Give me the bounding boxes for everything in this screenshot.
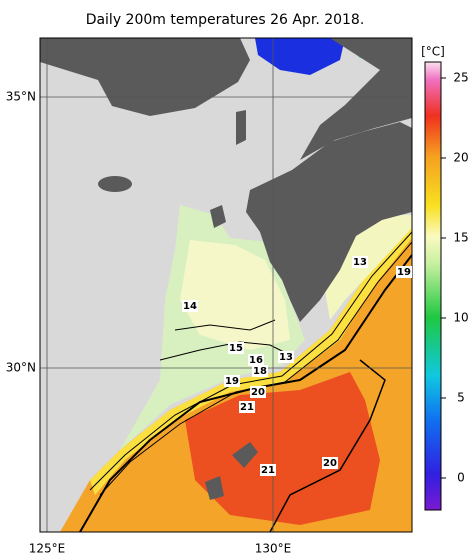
contour-label: 13 bbox=[279, 352, 293, 363]
map-area bbox=[40, 38, 412, 532]
mild-water bbox=[180, 240, 290, 350]
land-goto bbox=[210, 205, 226, 228]
land-islands-2 bbox=[205, 476, 224, 500]
land-tsushima bbox=[236, 110, 246, 145]
cold-water bbox=[255, 38, 345, 75]
land-kyushu bbox=[246, 122, 412, 322]
contour-label: 21 bbox=[240, 402, 254, 413]
colorbar bbox=[424, 61, 442, 511]
contour-label-bg bbox=[228, 342, 244, 354]
contour-label: 20 bbox=[251, 387, 265, 398]
map-frame bbox=[39, 37, 413, 533]
contour-label: 13 bbox=[353, 257, 367, 268]
land-jeju bbox=[98, 176, 132, 192]
contour-label-bg bbox=[260, 464, 276, 476]
contour-line bbox=[89, 231, 412, 491]
contour-label-bg bbox=[396, 266, 412, 278]
contour-label: 18 bbox=[253, 366, 267, 377]
contour-label-bg bbox=[248, 354, 264, 366]
hot-core bbox=[185, 372, 380, 525]
contour-label-bg bbox=[352, 256, 368, 268]
contour-label-bg bbox=[252, 365, 268, 377]
contour-label-bg bbox=[322, 457, 338, 469]
contour-label: 16 bbox=[249, 355, 263, 366]
colorbar-tick-label: 5 bbox=[457, 391, 465, 405]
contour-label: 19 bbox=[225, 376, 239, 387]
lat-label: 30°N bbox=[6, 361, 36, 375]
contour-label: 19 bbox=[397, 267, 411, 278]
land-honshu bbox=[300, 38, 412, 160]
map-title: Daily 200m temperatures 26 Apr. 2018. bbox=[86, 12, 365, 28]
lon-label: 130°E bbox=[255, 542, 292, 556]
colorbar-tick-label: 25 bbox=[453, 71, 468, 85]
contour-label-bg bbox=[239, 401, 255, 413]
contour-label-bg bbox=[182, 300, 198, 312]
colorbar-tick-label: 20 bbox=[453, 151, 468, 165]
contour-label-bg bbox=[250, 386, 266, 398]
lat-label: 35°N bbox=[6, 90, 36, 104]
colorbar-tick-label: 0 bbox=[457, 471, 465, 485]
contour-label: 14 bbox=[183, 301, 197, 312]
contour-label-bg bbox=[224, 375, 240, 387]
lon-label: 125°E bbox=[29, 542, 66, 556]
contour-label-bg bbox=[278, 351, 294, 363]
contour-label: 21 bbox=[261, 465, 275, 476]
contour-line bbox=[269, 359, 386, 532]
colorbar-tick-label: 10 bbox=[453, 311, 468, 325]
contour-label: 20 bbox=[323, 458, 337, 469]
colorbar-unit: [°C] bbox=[421, 45, 445, 59]
contour-label: 15 bbox=[229, 343, 243, 354]
colorbar-tick-label: 15 bbox=[453, 231, 468, 245]
contour-line bbox=[174, 319, 276, 331]
land-korea bbox=[40, 38, 250, 116]
land-islands bbox=[232, 442, 258, 468]
